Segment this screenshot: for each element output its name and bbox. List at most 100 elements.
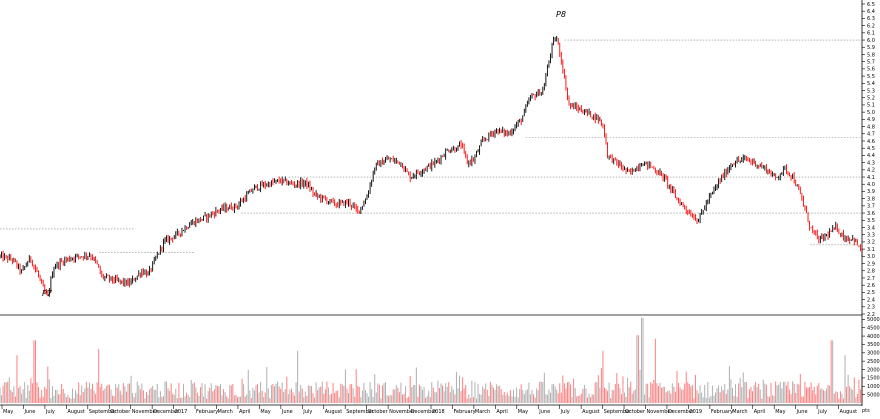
time-tick-label-0: May <box>3 409 13 415</box>
price-tick-label-27: 4.9 <box>867 117 875 123</box>
low-annotation: P7 <box>42 289 53 298</box>
price-tick-label-11: 3.3 <box>867 232 875 238</box>
volume-tick-label-9: 50000 <box>867 317 880 323</box>
time-tick-label-13: June <box>281 409 293 415</box>
time-tick-label-7: December <box>153 409 180 415</box>
volume-axis: 5000 10000 15000 20000 25000 30000 35000 40000 4… <box>862 317 880 398</box>
price-tick-label-30: 5.2 <box>867 96 875 102</box>
time-tick-label-11: April <box>239 409 250 415</box>
price-tick-label-33: 5.5 <box>867 74 875 80</box>
price-tick-label-29: 5.1 <box>867 103 875 109</box>
time-tick-label-8: 2017 <box>175 409 188 415</box>
price-tick-label-26: 4.8 <box>867 124 875 130</box>
time-tick-label-15: August <box>325 409 343 415</box>
time-tick-label-17: October <box>368 409 389 415</box>
support-resistance-lines <box>0 39 862 254</box>
price-tick-label-31: 5.3 <box>867 88 875 94</box>
price-tick-label-42: 6.4 <box>867 9 875 15</box>
price-tick-label-22: 4.4 <box>867 153 875 159</box>
time-tick-label-31: December <box>668 409 695 415</box>
volume-tick-label-3: 20000 <box>867 367 880 373</box>
price-tick-label-13: 3.5 <box>867 218 875 224</box>
price-tick-label-21: 4.3 <box>867 160 875 166</box>
corner-label: pts <box>862 408 870 414</box>
price-tick-label-24: 4.6 <box>867 139 875 145</box>
price-tick-label-2: 2.4 <box>867 297 875 303</box>
price-tick-label-36: 5.8 <box>867 52 875 58</box>
time-tick-label-26: July <box>560 409 570 415</box>
price-tick-label-4: 2.6 <box>867 283 875 289</box>
time-tick-label-1: June <box>23 409 35 415</box>
price-tick-label-25: 4.7 <box>867 132 875 138</box>
time-tick-label-23: April <box>496 409 507 415</box>
price-tick-label-17: 3.9 <box>867 189 875 195</box>
time-tick-label-18: November <box>389 409 416 415</box>
price-tick-label-19: 4.1 <box>867 175 875 181</box>
price-tick-label-9: 3.1 <box>867 247 875 253</box>
time-tick-label-27: August <box>582 409 600 415</box>
price-tick-label-18: 4.0 <box>867 182 875 188</box>
price-tick-label-35: 5.7 <box>867 59 875 65</box>
price-tick-label-5: 2.7 <box>867 276 875 282</box>
volume-tick-label-0: 5000 <box>867 392 880 398</box>
time-tick-label-5: October <box>110 409 131 415</box>
time-tick-label-35: April <box>754 409 765 415</box>
price-tick-label-20: 4.2 <box>867 168 875 174</box>
price-tick-label-40: 6.2 <box>867 23 875 29</box>
price-tick-label-28: 5.0 <box>867 110 875 116</box>
price-tick-label-1: 2.3 <box>867 305 875 311</box>
price-tick-label-6: 2.8 <box>867 269 875 275</box>
price-tick-label-39: 6.1 <box>867 31 875 37</box>
time-tick-label-16: September <box>346 409 375 415</box>
price-tick-label-12: 3.4 <box>867 225 875 231</box>
volume-tick-label-4: 25000 <box>867 359 880 365</box>
volume-tick-label-6: 35000 <box>867 342 880 348</box>
price-tick-label-38: 6.0 <box>867 38 875 44</box>
price-tick-label-7: 2.9 <box>867 261 875 267</box>
volume-bars <box>0 317 863 403</box>
time-tick-label-28: September <box>604 409 633 415</box>
time-tick-label-19: December <box>411 409 438 415</box>
time-tick-label-29: October <box>625 409 646 415</box>
volume-tick-label-2: 15000 <box>867 376 880 382</box>
time-tick-label-36: May <box>775 409 785 415</box>
price-tick-label-37: 5.9 <box>867 45 875 51</box>
price-tick-label-3: 2.5 <box>867 290 875 296</box>
time-tick-label-3: August <box>67 409 85 415</box>
high-annotation: P8 <box>556 10 566 19</box>
volume-tick-label-5: 30000 <box>867 351 880 357</box>
price-tick-label-16: 3.8 <box>867 196 875 202</box>
time-tick-label-21: February <box>453 409 475 415</box>
price-tick-label-0: 2.2 <box>867 312 875 318</box>
volume-tick-label-7: 40000 <box>867 334 880 340</box>
time-tick-label-33: February <box>711 409 733 415</box>
price-axis: 2.22.32.42.52.62.72.82.93.03.13.23.33.43… <box>862 2 875 318</box>
time-tick-label-14: July <box>302 409 312 415</box>
time-tick-label-6: November <box>132 409 159 415</box>
price-tick-label-43: 6.5 <box>867 2 875 8</box>
time-tick-label-25: June <box>538 409 550 415</box>
time-tick-label-37: June <box>796 409 808 415</box>
price-tick-label-10: 3.2 <box>867 240 875 246</box>
time-tick-label-24: May <box>518 409 528 415</box>
price-tick-label-23: 4.5 <box>867 146 875 152</box>
time-tick-label-4: September <box>89 409 118 415</box>
time-tick-label-22: March <box>475 409 490 415</box>
time-tick-label-34: March <box>732 409 747 415</box>
time-tick-label-32: 2019 <box>689 409 702 415</box>
price-tick-label-32: 5.4 <box>867 81 875 87</box>
time-tick-label-10: March <box>218 409 233 415</box>
time-tick-label-20: 2018 <box>432 409 445 415</box>
price-candles <box>0 35 863 297</box>
price-tick-label-34: 5.6 <box>867 67 875 73</box>
time-tick-label-9: February <box>196 409 218 415</box>
price-tick-label-8: 3.0 <box>867 254 875 260</box>
price-tick-label-15: 3.7 <box>867 204 875 210</box>
time-tick-label-39: August <box>840 409 858 415</box>
time-tick-label-38: July <box>817 409 827 415</box>
time-tick-label-30: November <box>647 409 674 415</box>
time-tick-label-12: May <box>260 409 270 415</box>
